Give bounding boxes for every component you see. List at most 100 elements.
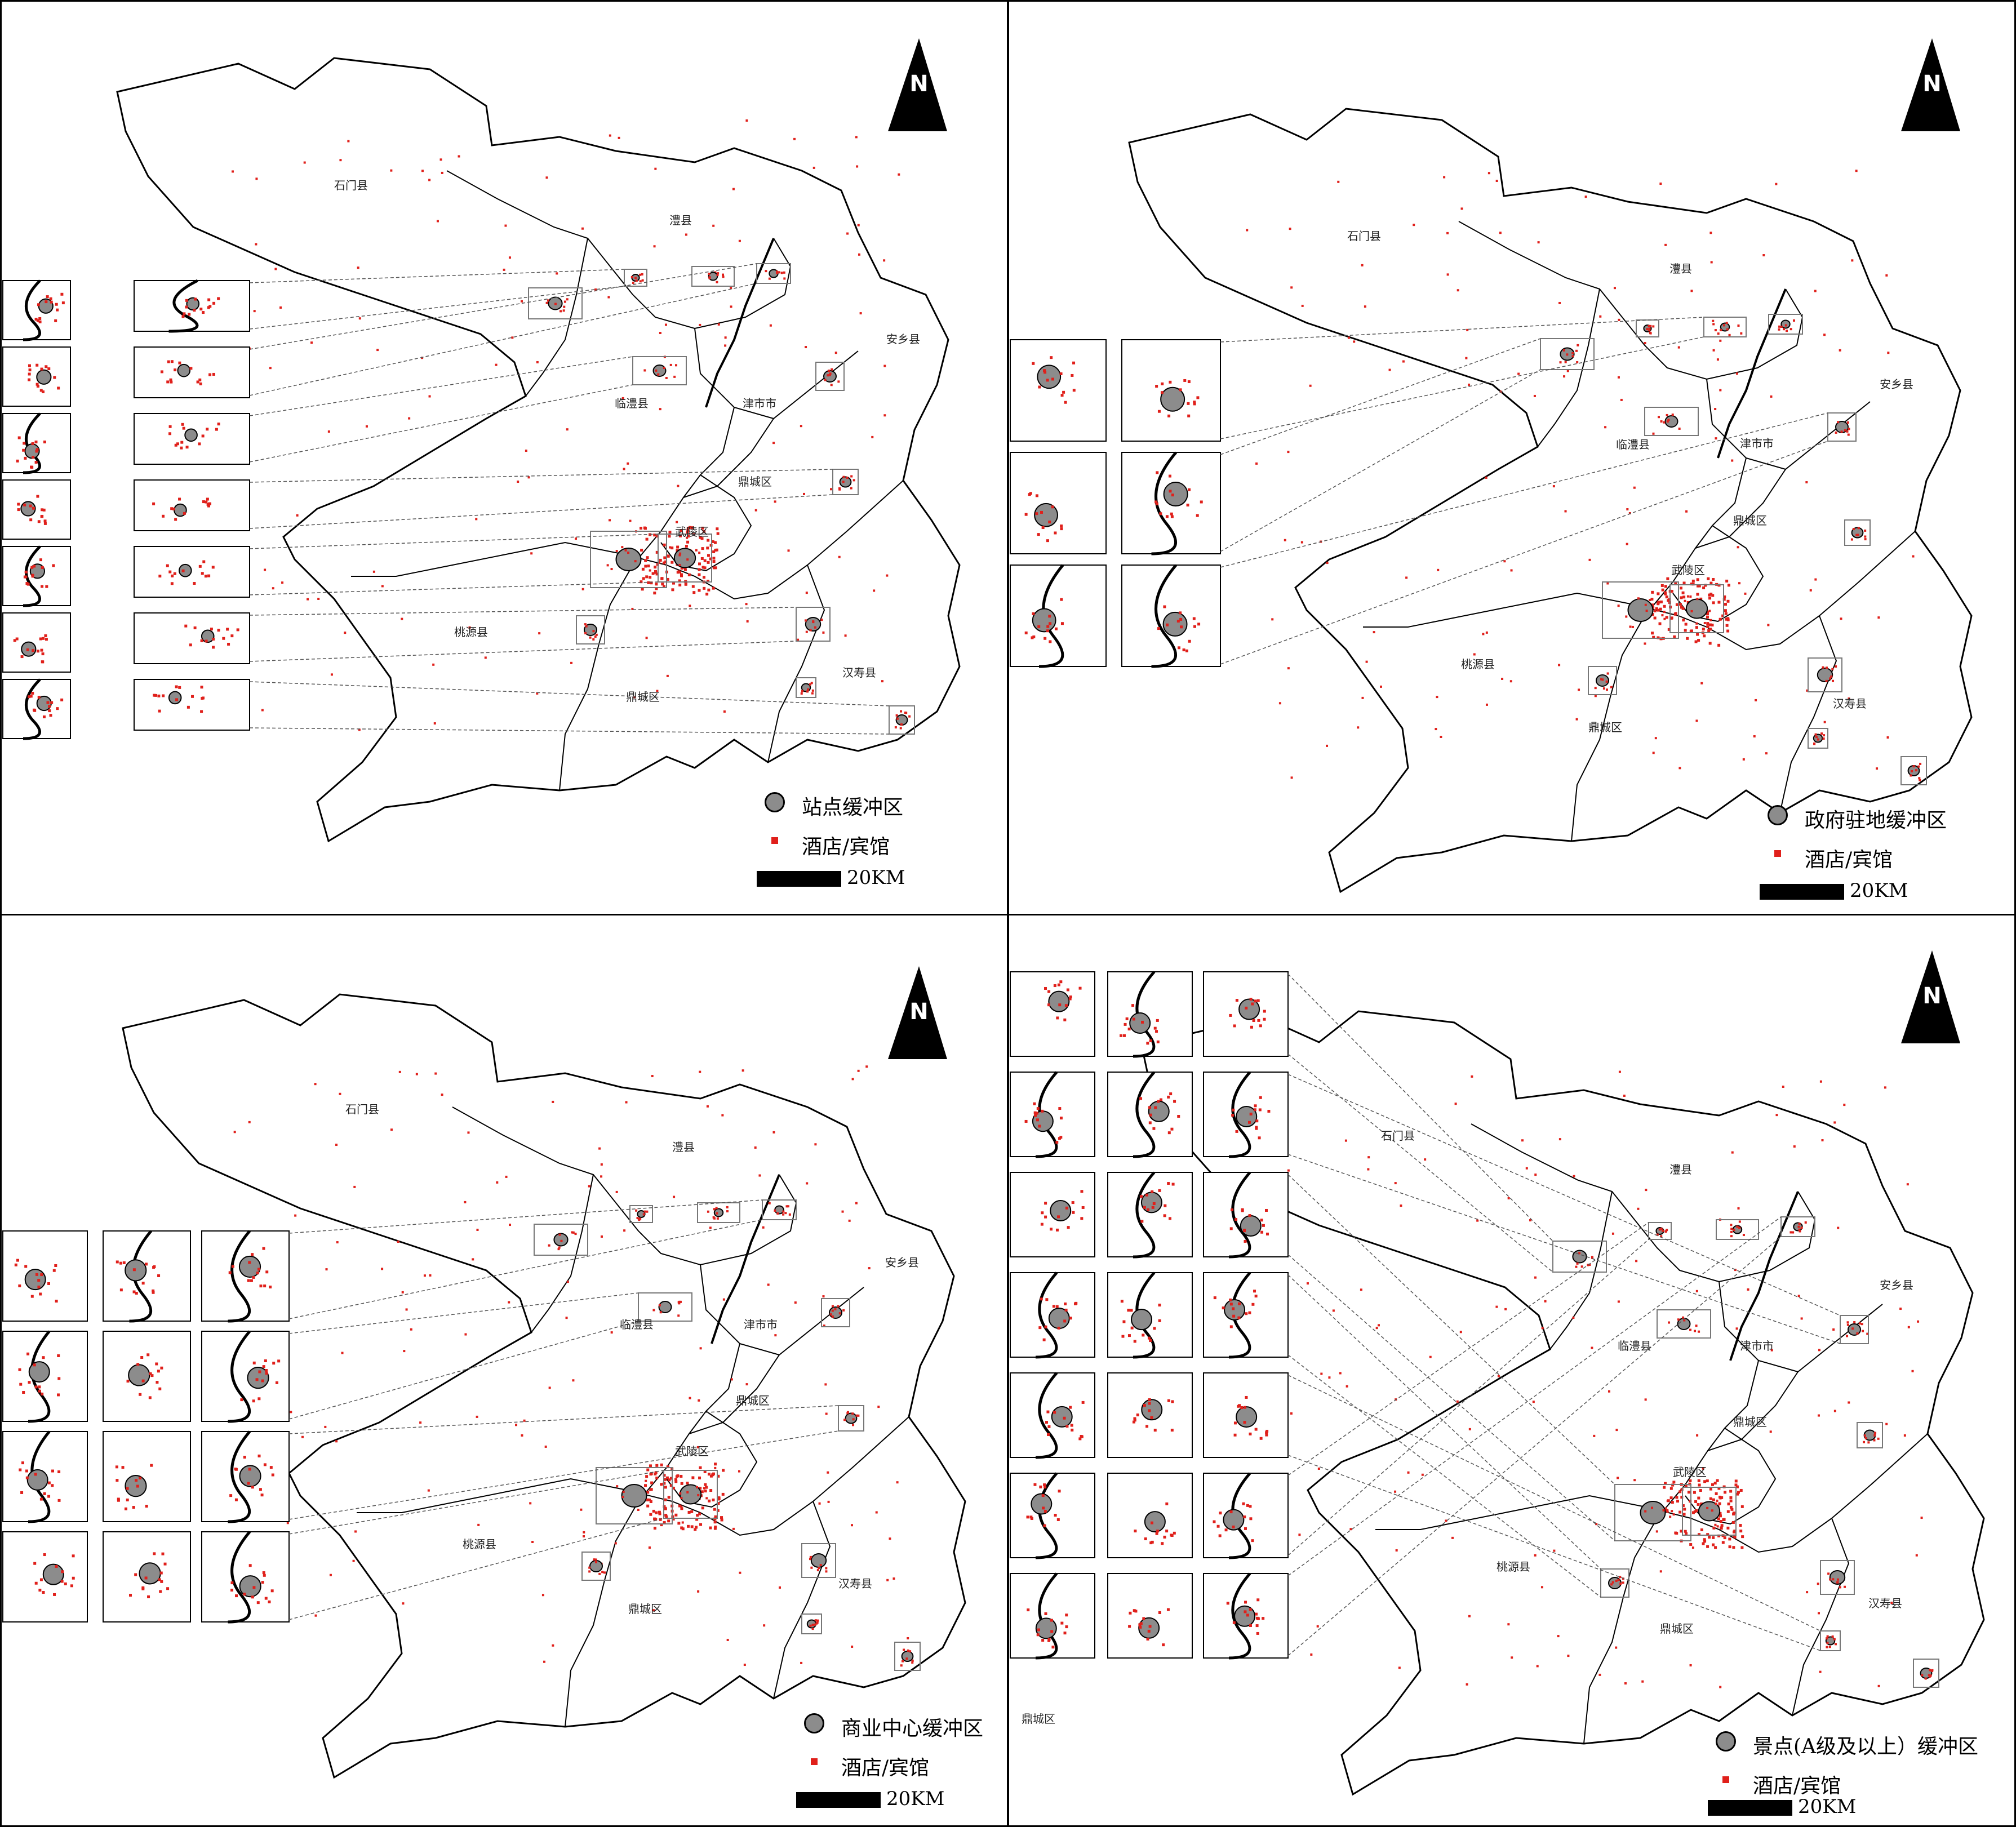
buffer-zone (1131, 1309, 1153, 1331)
hotel-point (1073, 1302, 1077, 1305)
district-boundary (767, 564, 825, 763)
hotel-point (1836, 1578, 1839, 1581)
hotel-point (44, 634, 47, 637)
hotel-point (401, 1291, 404, 1293)
hotel-point (1485, 631, 1488, 634)
hotel-point (1665, 616, 1668, 619)
buffer-zone (239, 1575, 261, 1598)
hotel-point (205, 500, 208, 504)
hotel-point (207, 306, 210, 309)
hotel-point (1233, 1433, 1237, 1437)
hotel-point (1158, 1304, 1161, 1307)
hotel-point (680, 567, 683, 570)
inset-map-frame (1107, 1172, 1193, 1257)
hotel-point (1566, 353, 1569, 356)
hotel-point (1729, 1496, 1733, 1499)
buffer-symbol (804, 1713, 824, 1733)
hotel-point (669, 363, 672, 366)
hotel-point (1133, 1419, 1136, 1422)
hotel-point (1029, 1515, 1033, 1519)
hotel-point (330, 673, 333, 676)
hotel-point (686, 527, 690, 530)
hotel-point (1848, 1401, 1850, 1404)
hotel-point (1571, 355, 1574, 358)
hotel-point (1708, 610, 1711, 612)
hotel-point (745, 119, 748, 122)
hotel-point (716, 1212, 718, 1215)
hotel-point (55, 1564, 58, 1568)
hotel-point (654, 167, 657, 170)
hotel-point (189, 643, 192, 647)
hotel-point (1049, 640, 1052, 643)
hotel-point (1664, 591, 1667, 594)
hotel-point (654, 566, 657, 569)
hotel-point (819, 1564, 822, 1567)
hotel-point (1667, 628, 1671, 631)
hotel-point (690, 526, 694, 530)
hotel-point (1456, 1400, 1459, 1403)
hotel-point (545, 176, 548, 179)
district-boundary (1678, 531, 1916, 651)
hotel-point (1521, 1139, 1524, 1142)
hotel-point (1712, 319, 1715, 322)
hotel-point (698, 1476, 701, 1479)
hotel-point (1232, 1108, 1235, 1112)
hotel-point (814, 1143, 817, 1146)
hotel-point (709, 1526, 712, 1530)
map-canvas (1010, 108, 1973, 894)
hotel-point (621, 1496, 624, 1499)
hotel-point (1611, 1581, 1614, 1584)
hotel-point (1120, 1034, 1123, 1037)
hotel-point (1060, 1621, 1064, 1625)
hotel-point (787, 549, 790, 552)
hotel-point (35, 363, 39, 367)
hotel-point (1495, 180, 1498, 183)
hotel-point (1610, 1583, 1613, 1586)
hotel-point (1829, 677, 1832, 680)
hotel-point (1728, 1545, 1731, 1549)
hotel-point (43, 522, 47, 525)
hotel-point (1658, 622, 1662, 625)
hotel-point (593, 1558, 596, 1561)
hotel-point (39, 1578, 43, 1581)
hotel-point (1259, 1024, 1262, 1028)
hotel-point (1287, 667, 1290, 670)
hotel-point (1173, 1100, 1176, 1103)
inset-locator-box (596, 1467, 673, 1524)
hotel-point (699, 536, 702, 539)
hotel-point (726, 1210, 729, 1213)
hotel-point (261, 1581, 264, 1584)
hotel-point (1197, 623, 1201, 626)
hotel-point (707, 1210, 709, 1213)
hotel-point (1886, 736, 1889, 739)
hotel-point (649, 569, 651, 572)
hotel-point (270, 1589, 274, 1593)
map-canvas (2, 993, 966, 1779)
hotel-point (730, 1378, 733, 1381)
hotel-point (559, 310, 562, 313)
hotel-point (859, 312, 862, 315)
hotel-point (1678, 1510, 1682, 1514)
inset-map-frame (1010, 452, 1107, 554)
map-canvas (2, 57, 961, 843)
hotel-point (1584, 195, 1587, 198)
hotel-point (57, 1499, 61, 1502)
hotel-point (1703, 634, 1706, 638)
scale-label: 20KM (886, 1788, 945, 1810)
inset-map-frame (2, 679, 71, 739)
hotel-point (1765, 752, 1768, 755)
hotel-point (37, 696, 41, 699)
hotel-point (1719, 617, 1722, 621)
hotel-point (347, 140, 350, 143)
hotel-point (695, 1518, 699, 1521)
hotel-point (1684, 629, 1687, 632)
label-dingcheng-south: 鼎城区 (1660, 1622, 1694, 1635)
prefecture-boundary (1128, 108, 1973, 894)
hotel-point (650, 1481, 654, 1484)
hotel-point (629, 519, 632, 522)
hotel-point (1724, 603, 1728, 606)
hotel-point (1326, 744, 1329, 747)
hotel-point (1631, 625, 1634, 628)
hotel-point (1035, 494, 1038, 497)
hotel-point (1826, 1642, 1829, 1644)
